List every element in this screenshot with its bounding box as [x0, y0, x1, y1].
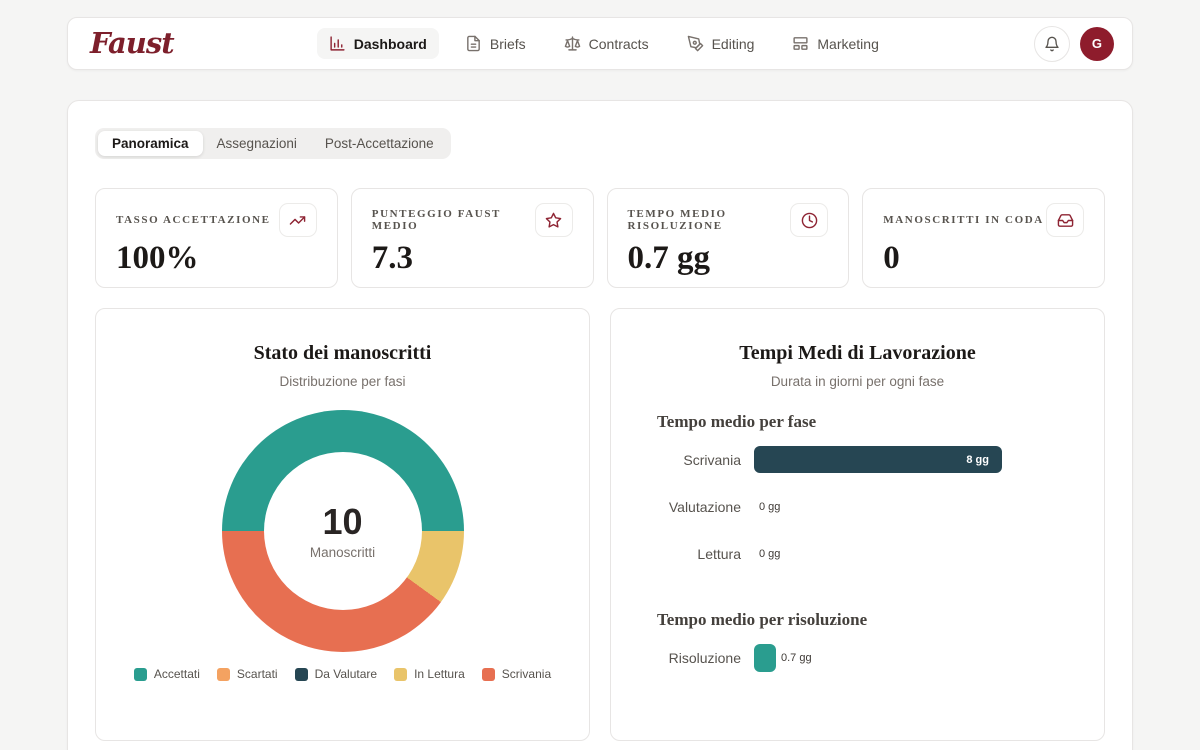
section-heading: Tempo medio per risoluzione	[657, 610, 1058, 630]
bar-risoluzione	[754, 644, 776, 672]
stat-value: 7.3	[372, 242, 573, 275]
nav-label: Dashboard	[354, 36, 427, 52]
nav-label: Marketing	[817, 36, 878, 52]
nav-item-marketing[interactable]: Marketing	[780, 28, 890, 59]
stat-label: TASSO ACCETTAZIONE	[116, 214, 271, 226]
bar-value-label: 0 gg	[759, 548, 780, 560]
bar-category-label: Scrivania	[657, 452, 741, 468]
stat-card-manoscritti-in-coda: MANOSCRITTI IN CODA 0	[862, 188, 1105, 288]
phase-times-section: Tempo medio per fase Scrivania 8 gg Valu…	[611, 412, 1104, 681]
nav-label: Editing	[712, 36, 755, 52]
nav-item-editing[interactable]: Editing	[675, 28, 767, 59]
app-logo[interactable]: Faust	[90, 29, 174, 58]
stat-cards-row: TASSO ACCETTAZIONE 100% PUNTEGGIO FAUST …	[95, 188, 1105, 288]
bar-row-scrivania: Scrivania 8 gg	[657, 436, 1058, 483]
stat-value: 100%	[116, 242, 317, 275]
bar-row-risoluzione: Risoluzione 0.7 gg	[657, 634, 1058, 681]
legend-label: Scartati	[237, 667, 278, 681]
bar-category-label: Lettura	[657, 546, 741, 562]
bar-value-label: 8 gg	[966, 454, 989, 466]
donut-total: 10	[322, 502, 362, 542]
stat-value: 0.7 gg	[628, 242, 829, 275]
inbox-icon	[1046, 203, 1084, 237]
legend-item-da-valutare: Da Valutare	[295, 667, 377, 681]
chart-title: Stato dei manoscritti	[96, 342, 589, 365]
main-panel: Panoramica Assegnazioni Post-Accettazion…	[67, 100, 1133, 750]
notifications-button[interactable]	[1034, 26, 1070, 62]
donut-legend: Accettati Scartati Da Valutare In Lettur…	[96, 667, 589, 681]
nav-item-contracts[interactable]: Contracts	[552, 28, 661, 59]
pen-tool-icon	[687, 35, 704, 52]
scales-icon	[564, 35, 581, 52]
clock-icon	[790, 203, 828, 237]
legend-swatch	[394, 668, 407, 681]
stat-label: TEMPO MEDIO RISOLUZIONE	[628, 208, 791, 232]
stat-card-punteggio-faust: PUNTEGGIO FAUST MEDIO 7.3	[351, 188, 594, 288]
main-nav: Dashboard Briefs Contracts Editing Marke…	[317, 28, 891, 59]
stat-card-tempo-risoluzione: TEMPO MEDIO RISOLUZIONE 0.7 gg	[607, 188, 850, 288]
legend-swatch	[295, 668, 308, 681]
manuscripts-status-card: Stato dei manoscritti Distribuzione per …	[95, 308, 590, 741]
legend-swatch	[217, 668, 230, 681]
nav-label: Contracts	[589, 36, 649, 52]
trending-up-icon	[279, 203, 317, 237]
chart-title: Tempi Medi di Lavorazione	[611, 342, 1104, 365]
bar-row-lettura: Lettura 0 gg	[657, 530, 1058, 577]
legend-label: Accettati	[154, 667, 200, 681]
legend-item-in-lettura: In Lettura	[394, 667, 465, 681]
bar-row-valutazione: Valutazione 0 gg	[657, 483, 1058, 530]
legend-item-scrivania: Scrivania	[482, 667, 551, 681]
charts-row: Stato dei manoscritti Distribuzione per …	[95, 308, 1105, 741]
avatar[interactable]: G	[1080, 27, 1114, 61]
stat-label: MANOSCRITTI IN CODA	[883, 214, 1044, 226]
legend-swatch	[134, 668, 147, 681]
tab-assegnazioni[interactable]: Assegnazioni	[203, 131, 311, 156]
donut-center: 10 Manoscritti	[264, 452, 422, 610]
stat-value: 0	[883, 242, 1084, 275]
stat-label: PUNTEGGIO FAUST MEDIO	[372, 208, 535, 232]
bar-value-label: 0.7 gg	[781, 652, 812, 664]
legend-label: Da Valutare	[315, 667, 377, 681]
top-right-actions: G	[1034, 26, 1114, 62]
legend-label: Scrivania	[502, 667, 551, 681]
donut-chart: 10 Manoscritti	[222, 410, 464, 652]
nav-item-dashboard[interactable]: Dashboard	[317, 28, 439, 59]
legend-item-accettati: Accettati	[134, 667, 200, 681]
bar-chart-icon	[329, 35, 346, 52]
file-text-icon	[465, 35, 482, 52]
processing-times-card: Tempi Medi di Lavorazione Durata in gior…	[610, 308, 1105, 741]
stat-card-tasso-accettazione: TASSO ACCETTAZIONE 100%	[95, 188, 338, 288]
donut-total-label: Manoscritti	[310, 545, 375, 560]
bell-icon	[1044, 36, 1060, 52]
legend-label: In Lettura	[414, 667, 465, 681]
bar-category-label: Valutazione	[657, 499, 741, 515]
nav-label: Briefs	[490, 36, 526, 52]
view-tabs: Panoramica Assegnazioni Post-Accettazion…	[95, 128, 451, 159]
star-icon	[535, 203, 573, 237]
nav-item-briefs[interactable]: Briefs	[453, 28, 538, 59]
chart-subtitle: Durata in giorni per ogni fase	[611, 374, 1104, 389]
legend-swatch	[482, 668, 495, 681]
section-heading: Tempo medio per fase	[657, 412, 1058, 432]
bar-category-label: Risoluzione	[657, 650, 741, 666]
chart-subtitle: Distribuzione per fasi	[96, 374, 589, 389]
bar-scrivania: 8 gg	[754, 446, 1002, 473]
top-bar: Faust Dashboard Briefs Contracts Editing…	[67, 17, 1133, 70]
tab-panoramica[interactable]: Panoramica	[98, 131, 203, 156]
layout-icon	[792, 35, 809, 52]
bar-value-label: 0 gg	[759, 501, 780, 513]
tab-post-accettazione[interactable]: Post-Accettazione	[311, 131, 448, 156]
legend-item-scartati: Scartati	[217, 667, 278, 681]
